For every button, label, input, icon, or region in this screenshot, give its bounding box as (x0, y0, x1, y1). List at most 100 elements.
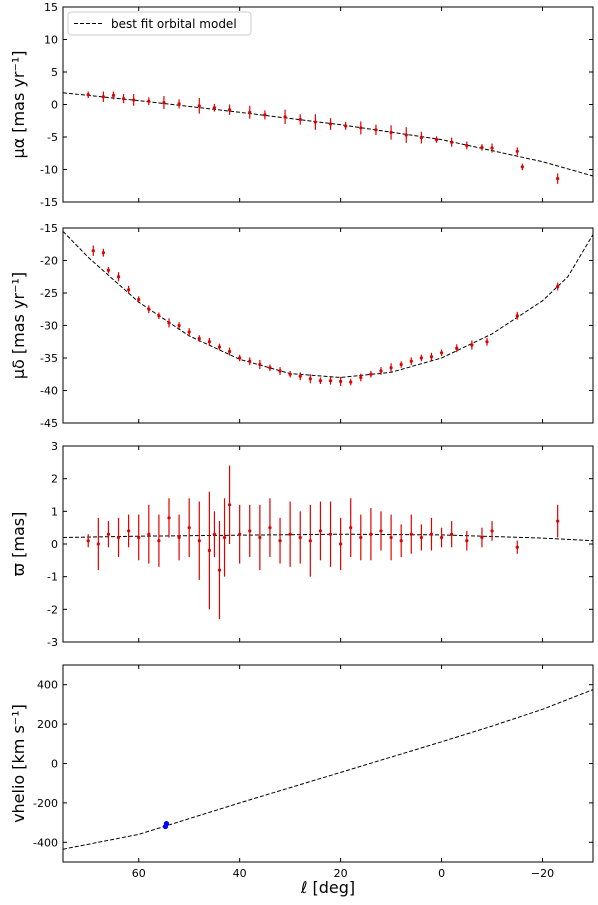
data-point (217, 345, 222, 349)
data-point (455, 346, 459, 350)
data-point (470, 343, 474, 347)
axes-frame (62, 6, 594, 203)
data-point (227, 108, 232, 112)
panel-third: 3 2 1 0 -1 -2 -3 ϖ [mas] (9, 440, 594, 649)
data-point (389, 366, 393, 370)
legend-label: best fit orbital model (111, 17, 237, 31)
data-point (258, 535, 262, 540)
data-point (419, 356, 423, 360)
data-point (91, 249, 95, 253)
data-point (490, 146, 494, 150)
data-point (248, 359, 252, 363)
data-point (101, 95, 105, 99)
data-point (212, 106, 217, 110)
data-point (359, 375, 363, 380)
data-point (217, 568, 222, 572)
data-point (399, 539, 403, 543)
data-point (207, 340, 211, 344)
data-point (212, 532, 217, 536)
data-point (197, 336, 201, 341)
data-point (374, 128, 378, 132)
data-point (207, 548, 211, 553)
data-point (434, 138, 439, 142)
data-point (349, 526, 353, 530)
y-tick-label: -30 (40, 320, 58, 333)
data-point (248, 529, 252, 533)
data-point (399, 362, 403, 367)
data-point (490, 529, 494, 533)
data-point (298, 374, 302, 378)
y-tick-label: 1 (51, 505, 58, 518)
x-tick-label: 60 (132, 867, 146, 880)
y-tick-label: 15 (44, 1, 58, 14)
y-tick-label: 0 (51, 758, 58, 771)
data-point (389, 130, 393, 135)
model-curve (62, 92, 594, 177)
y-tick-label: -15 (40, 222, 58, 235)
data-point (515, 545, 519, 549)
data-point (308, 377, 312, 381)
data-point (111, 93, 116, 97)
axes-frame (62, 227, 594, 424)
axes-frame (62, 664, 594, 863)
y-tick-label: -2 (47, 603, 58, 616)
data-point (288, 372, 292, 376)
data-point (409, 359, 413, 363)
y-tick-label: 3 (51, 440, 58, 453)
x-tick-label: −20 (531, 867, 554, 880)
data-point (298, 117, 302, 122)
y-tick-label: 10 (44, 34, 58, 47)
data-point (450, 532, 454, 536)
data-point (283, 115, 287, 119)
data-point (450, 140, 454, 144)
data-point (485, 340, 489, 344)
data-point (439, 535, 444, 540)
panel-top: 15 10 5 0 -5 -10 -15 μα [mas yr⁻¹] best fit orbi… (9, 1, 594, 209)
data-point (278, 369, 282, 373)
data-point (162, 823, 169, 830)
model-curve (62, 689, 594, 850)
data-point (328, 532, 333, 536)
data-point (439, 351, 444, 355)
y-tick-label: -200 (33, 797, 58, 810)
data-point (404, 133, 408, 137)
legend: best fit orbital model (67, 11, 252, 36)
data-point (429, 355, 434, 359)
data-point (359, 126, 363, 130)
y-axis-label: μα [mas yr⁻¹] (9, 50, 28, 158)
y-tick-label: 5 (51, 66, 58, 79)
y-axis-label: μδ [mas yr⁻¹] (9, 272, 28, 379)
data-point (288, 532, 292, 536)
data-point (465, 143, 469, 148)
y-tick-label: -45 (40, 417, 58, 430)
data-point (480, 535, 484, 540)
data-point (116, 275, 121, 279)
y-tick-label: -3 (47, 636, 58, 649)
data-point (177, 535, 181, 540)
data-point (167, 321, 171, 325)
data-point (465, 539, 469, 543)
y-tick-label: 2 (51, 473, 58, 486)
data-point (419, 535, 423, 540)
data-point (127, 288, 131, 292)
y-tick-label: 0 (51, 538, 58, 551)
data-point (515, 314, 519, 318)
data-point (389, 535, 393, 540)
model-curve (62, 230, 594, 379)
y-axis-label: ϖ [mas] (9, 512, 28, 577)
y-tick-label: -20 (40, 255, 58, 268)
data-point (222, 535, 227, 540)
data-point (86, 93, 90, 97)
data-point (328, 379, 333, 383)
y-axis-label: vhelio [km s⁻¹] (9, 704, 28, 823)
legend-box (67, 11, 252, 36)
data-point (147, 532, 151, 536)
data-point (556, 284, 560, 289)
data-point (137, 297, 141, 302)
data-point (106, 268, 111, 272)
data-point (101, 251, 105, 255)
data-point (429, 532, 434, 536)
data-point (359, 535, 363, 540)
y-tick-label: -25 (40, 287, 58, 300)
